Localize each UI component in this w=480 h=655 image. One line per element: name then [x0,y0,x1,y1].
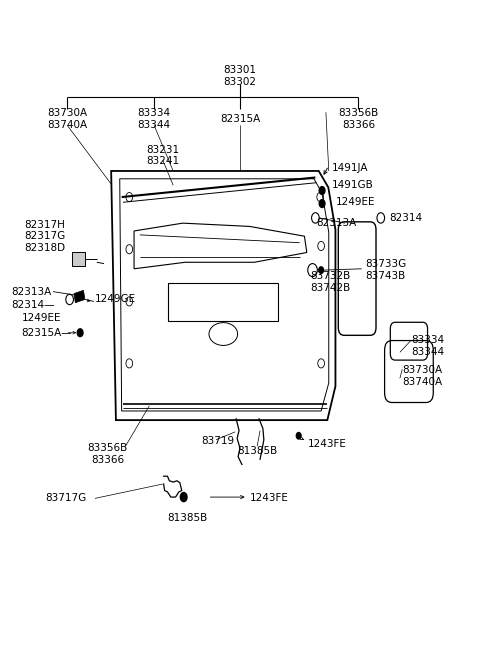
Circle shape [319,267,324,273]
Text: 1491GB: 1491GB [332,180,373,191]
Polygon shape [74,290,85,303]
Text: 83732B
83742B: 83732B 83742B [311,271,351,293]
Text: 82314: 82314 [389,213,422,223]
Text: 1249EE: 1249EE [22,313,61,324]
Text: 81385B: 81385B [168,513,208,523]
Text: 83334
83344: 83334 83344 [411,335,444,356]
Text: 83334
83344: 83334 83344 [138,108,171,130]
Circle shape [319,200,325,208]
Text: 82313A: 82313A [11,287,51,297]
Text: 82317H
82317G
82318D: 82317H 82317G 82318D [24,219,66,253]
Text: 83356B
83366: 83356B 83366 [87,443,128,465]
Text: 83356B
83366: 83356B 83366 [338,108,378,130]
Text: 82315A: 82315A [220,114,260,124]
Text: 1243FE: 1243FE [308,439,347,449]
Text: 83301
83302: 83301 83302 [224,65,256,86]
Text: 83733G
83743B: 83733G 83743B [365,259,406,281]
Circle shape [77,329,83,337]
Text: 1243FE: 1243FE [250,493,288,504]
Text: 83730A
83740A: 83730A 83740A [47,108,87,130]
Text: 82313A: 82313A [316,218,357,228]
Text: 1249EE: 1249EE [336,197,375,207]
Text: 81385B: 81385B [237,447,277,457]
Text: 83717G: 83717G [45,493,86,504]
Text: 82315A—: 82315A— [22,328,72,338]
Text: 1491JA: 1491JA [332,162,368,173]
Text: 82314—: 82314— [11,300,54,310]
Circle shape [296,432,301,439]
Text: 83231
83241: 83231 83241 [146,145,179,166]
Text: 83730A
83740A: 83730A 83740A [402,365,443,386]
Circle shape [319,187,325,195]
FancyBboxPatch shape [72,252,85,266]
Text: 1249GE: 1249GE [95,295,136,305]
Circle shape [180,493,187,502]
Text: 83719: 83719 [201,436,234,446]
